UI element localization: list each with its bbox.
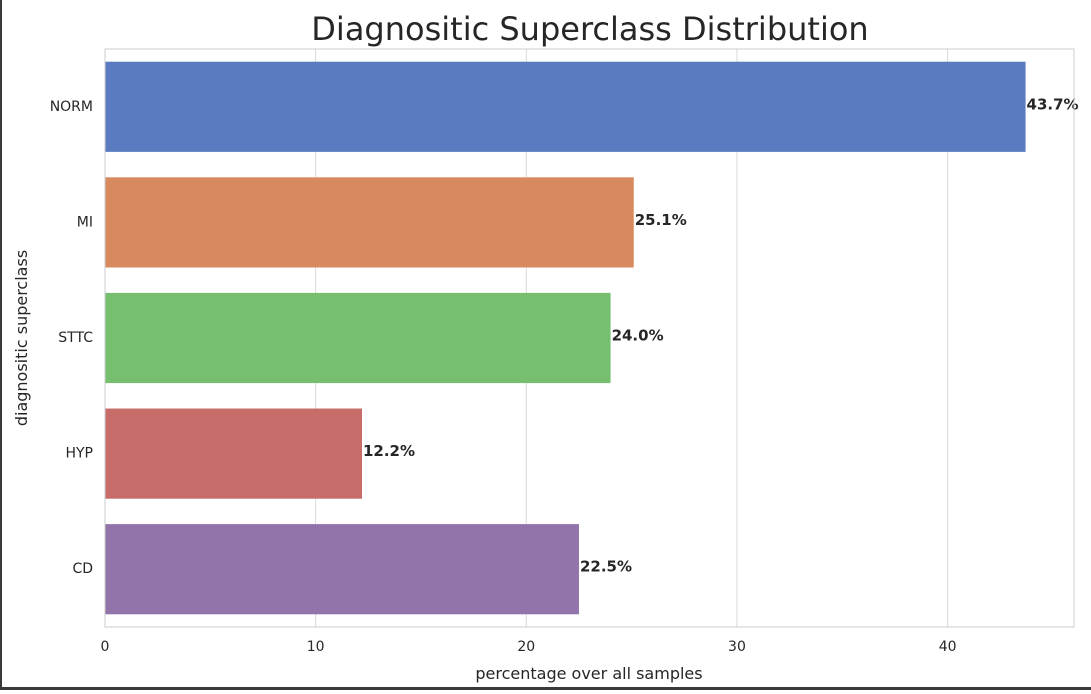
window-bottom-border	[0, 687, 1091, 690]
bar-norm	[105, 61, 1026, 152]
x-tick-label: 40	[939, 639, 957, 655]
y-axis-label: diagnositic superclass	[12, 250, 31, 426]
chart-title: Diagnositic Superclass Distribution	[311, 10, 868, 48]
x-tick-label: 10	[307, 639, 325, 655]
bar-value-label-norm: 43.7%	[1027, 95, 1079, 113]
x-tick-label: 0	[101, 639, 110, 655]
bars	[105, 61, 1026, 615]
y-tick-label-sttc: STTC	[58, 330, 93, 346]
y-tick-label-mi: MI	[77, 214, 93, 230]
bar-value-label-hyp: 12.2%	[363, 442, 415, 460]
y-tick-labels: NORM MI STTC HYP CD	[50, 99, 94, 577]
bar-value-labels: 43.7% 25.1% 24.0% 12.2% 22.5%	[363, 95, 1079, 575]
bar-hyp	[105, 408, 362, 499]
bar-mi	[105, 177, 634, 268]
x-tick-labels: 0 10 20 30 40	[101, 639, 957, 655]
bar-cd	[105, 524, 579, 615]
y-tick-label-norm: NORM	[50, 99, 93, 115]
bar-sttc	[105, 292, 611, 384]
plot-frame	[104, 48, 1075, 628]
x-tick-label: 30	[728, 639, 746, 655]
bar-value-label-mi: 25.1%	[635, 211, 687, 229]
window-left-border	[0, 0, 2, 690]
bar-value-label-sttc: 24.0%	[612, 327, 664, 345]
y-tick-label-cd: CD	[72, 561, 93, 577]
x-axis-label: percentage over all samples	[475, 664, 702, 683]
y-tick-label-hyp: HYP	[65, 446, 93, 462]
x-tick-label: 20	[517, 639, 535, 655]
bar-value-label-cd: 22.5%	[580, 558, 632, 576]
